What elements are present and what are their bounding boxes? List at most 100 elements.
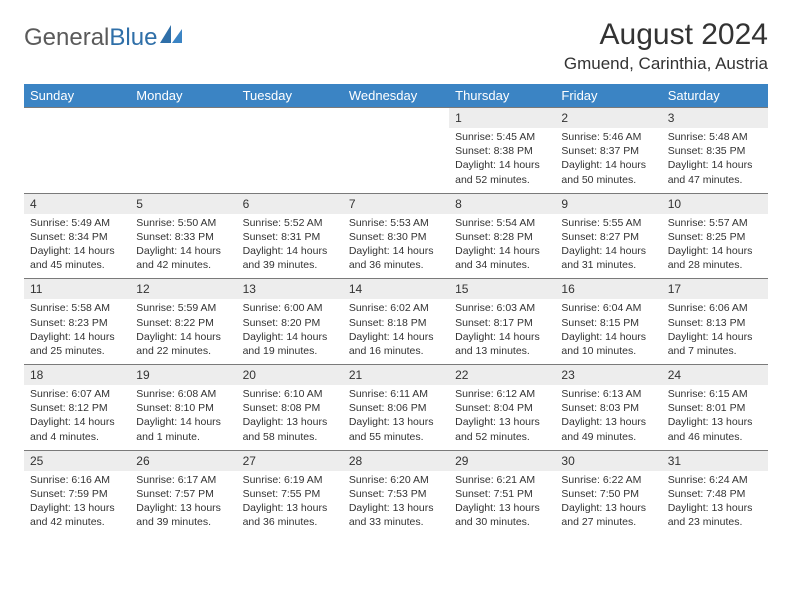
- sun-data-line: Daylight: 14 hours and 52 minutes.: [455, 158, 549, 186]
- day-detail-cell: Sunrise: 6:15 AMSunset: 8:01 PMDaylight:…: [662, 385, 768, 450]
- day-detail-cell: Sunrise: 6:04 AMSunset: 8:15 PMDaylight:…: [555, 299, 661, 364]
- day-detail-cell: Sunrise: 6:19 AMSunset: 7:55 PMDaylight:…: [237, 471, 343, 536]
- sun-data-line: Sunset: 8:33 PM: [136, 230, 230, 244]
- sun-data-line: Sunset: 8:28 PM: [455, 230, 549, 244]
- logo-text-blue: Blue: [109, 24, 157, 52]
- weekday-header: Sunday: [24, 84, 130, 108]
- day-number-cell: 5: [130, 193, 236, 214]
- day-detail-cell: Sunrise: 6:12 AMSunset: 8:04 PMDaylight:…: [449, 385, 555, 450]
- sun-data-line: Daylight: 14 hours and 31 minutes.: [561, 244, 655, 272]
- day-detail-cell: Sunrise: 6:10 AMSunset: 8:08 PMDaylight:…: [237, 385, 343, 450]
- sun-data-line: Daylight: 14 hours and 36 minutes.: [349, 244, 443, 272]
- weekday-header: Monday: [130, 84, 236, 108]
- day-number-cell: 20: [237, 365, 343, 386]
- day-number-cell: 11: [24, 279, 130, 300]
- sun-data-line: Daylight: 13 hours and 27 minutes.: [561, 501, 655, 529]
- day-number-cell: 2: [555, 108, 661, 129]
- day-number-cell: 15: [449, 279, 555, 300]
- sun-data-line: Daylight: 13 hours and 55 minutes.: [349, 415, 443, 443]
- sun-data-line: Sunrise: 6:13 AM: [561, 387, 655, 401]
- sun-data-line: Sunset: 7:53 PM: [349, 487, 443, 501]
- day-detail-cell: Sunrise: 6:17 AMSunset: 7:57 PMDaylight:…: [130, 471, 236, 536]
- sun-data-line: Daylight: 13 hours and 23 minutes.: [668, 501, 762, 529]
- day-number-cell: 29: [449, 450, 555, 471]
- day-number-cell: 9: [555, 193, 661, 214]
- sun-data-line: Sunset: 8:12 PM: [30, 401, 124, 415]
- sun-data-line: Sunrise: 5:50 AM: [136, 216, 230, 230]
- sun-data-line: Daylight: 14 hours and 22 minutes.: [136, 330, 230, 358]
- sun-data-line: Daylight: 13 hours and 49 minutes.: [561, 415, 655, 443]
- day-detail-cell: Sunrise: 6:13 AMSunset: 8:03 PMDaylight:…: [555, 385, 661, 450]
- day-detail-cell: Sunrise: 5:57 AMSunset: 8:25 PMDaylight:…: [662, 214, 768, 279]
- day-detail-cell: Sunrise: 6:11 AMSunset: 8:06 PMDaylight:…: [343, 385, 449, 450]
- day-detail-cell: Sunrise: 5:52 AMSunset: 8:31 PMDaylight:…: [237, 214, 343, 279]
- day-detail-cell: Sunrise: 6:08 AMSunset: 8:10 PMDaylight:…: [130, 385, 236, 450]
- sun-data-line: Sunset: 8:34 PM: [30, 230, 124, 244]
- sun-data-line: Daylight: 14 hours and 50 minutes.: [561, 158, 655, 186]
- day-detail-cell: Sunrise: 5:46 AMSunset: 8:37 PMDaylight:…: [555, 128, 661, 193]
- sun-data-line: Sunrise: 6:08 AM: [136, 387, 230, 401]
- sun-data-line: Daylight: 14 hours and 4 minutes.: [30, 415, 124, 443]
- sun-data-line: Daylight: 14 hours and 42 minutes.: [136, 244, 230, 272]
- day-detail-cell: Sunrise: 6:16 AMSunset: 7:59 PMDaylight:…: [24, 471, 130, 536]
- sun-data-line: Sunset: 8:20 PM: [243, 316, 337, 330]
- sun-data-line: Daylight: 13 hours and 58 minutes.: [243, 415, 337, 443]
- day-number-cell: 3: [662, 108, 768, 129]
- sun-data-line: Sunset: 8:38 PM: [455, 144, 549, 158]
- day-number-cell: 31: [662, 450, 768, 471]
- sun-data-line: Sunrise: 5:54 AM: [455, 216, 549, 230]
- sun-data-line: Sunset: 8:27 PM: [561, 230, 655, 244]
- day-number-cell: 19: [130, 365, 236, 386]
- sun-data-line: Sunrise: 5:57 AM: [668, 216, 762, 230]
- sun-data-line: Sunset: 8:10 PM: [136, 401, 230, 415]
- sun-data-line: Sunset: 8:25 PM: [668, 230, 762, 244]
- day-number-cell: 4: [24, 193, 130, 214]
- logo-text-general: General: [24, 24, 109, 52]
- sun-data-line: Sunrise: 6:06 AM: [668, 301, 762, 315]
- sun-data-line: Sunrise: 6:12 AM: [455, 387, 549, 401]
- day-detail-cell: Sunrise: 5:55 AMSunset: 8:27 PMDaylight:…: [555, 214, 661, 279]
- sun-data-line: Sunrise: 6:00 AM: [243, 301, 337, 315]
- sun-data-line: Sunset: 8:35 PM: [668, 144, 762, 158]
- title-block: August 2024 Gmuend, Carinthia, Austria: [564, 18, 768, 74]
- sun-data-line: Sunrise: 6:20 AM: [349, 473, 443, 487]
- weekday-header: Tuesday: [237, 84, 343, 108]
- sun-data-line: Sunset: 7:59 PM: [30, 487, 124, 501]
- day-number-cell: [24, 108, 130, 129]
- day-number-cell: 30: [555, 450, 661, 471]
- sun-data-line: Sunset: 8:04 PM: [455, 401, 549, 415]
- sun-data-line: Daylight: 14 hours and 16 minutes.: [349, 330, 443, 358]
- day-number-cell: 18: [24, 365, 130, 386]
- day-number-row: 25262728293031: [24, 450, 768, 471]
- sun-data-line: Daylight: 14 hours and 19 minutes.: [243, 330, 337, 358]
- sun-data-line: Sunrise: 6:02 AM: [349, 301, 443, 315]
- sun-data-line: Sunset: 8:37 PM: [561, 144, 655, 158]
- day-detail-cell: Sunrise: 5:54 AMSunset: 8:28 PMDaylight:…: [449, 214, 555, 279]
- day-number-row: 11121314151617: [24, 279, 768, 300]
- weekday-header: Saturday: [662, 84, 768, 108]
- sun-data-line: Sunset: 7:51 PM: [455, 487, 549, 501]
- day-number-cell: 25: [24, 450, 130, 471]
- sun-data-line: Daylight: 13 hours and 42 minutes.: [30, 501, 124, 529]
- day-number-row: 18192021222324: [24, 365, 768, 386]
- sun-data-line: Sunrise: 6:24 AM: [668, 473, 762, 487]
- day-detail-cell: [237, 128, 343, 193]
- sun-data-line: Sunrise: 5:53 AM: [349, 216, 443, 230]
- day-number-cell: 10: [662, 193, 768, 214]
- sun-data-line: Sunset: 8:06 PM: [349, 401, 443, 415]
- day-number-cell: 21: [343, 365, 449, 386]
- day-number-cell: 27: [237, 450, 343, 471]
- day-detail-cell: Sunrise: 6:24 AMSunset: 7:48 PMDaylight:…: [662, 471, 768, 536]
- sun-data-line: Sunrise: 6:21 AM: [455, 473, 549, 487]
- day-detail-cell: Sunrise: 6:06 AMSunset: 8:13 PMDaylight:…: [662, 299, 768, 364]
- sun-data-line: Sunrise: 5:55 AM: [561, 216, 655, 230]
- sun-data-line: Daylight: 14 hours and 45 minutes.: [30, 244, 124, 272]
- day-number-cell: [130, 108, 236, 129]
- sun-data-line: Daylight: 14 hours and 39 minutes.: [243, 244, 337, 272]
- sun-data-line: Daylight: 14 hours and 34 minutes.: [455, 244, 549, 272]
- day-number-row: 45678910: [24, 193, 768, 214]
- sun-data-line: Sunset: 8:15 PM: [561, 316, 655, 330]
- sun-data-line: Daylight: 14 hours and 25 minutes.: [30, 330, 124, 358]
- day-detail-cell: [343, 128, 449, 193]
- sun-data-line: Sunrise: 5:48 AM: [668, 130, 762, 144]
